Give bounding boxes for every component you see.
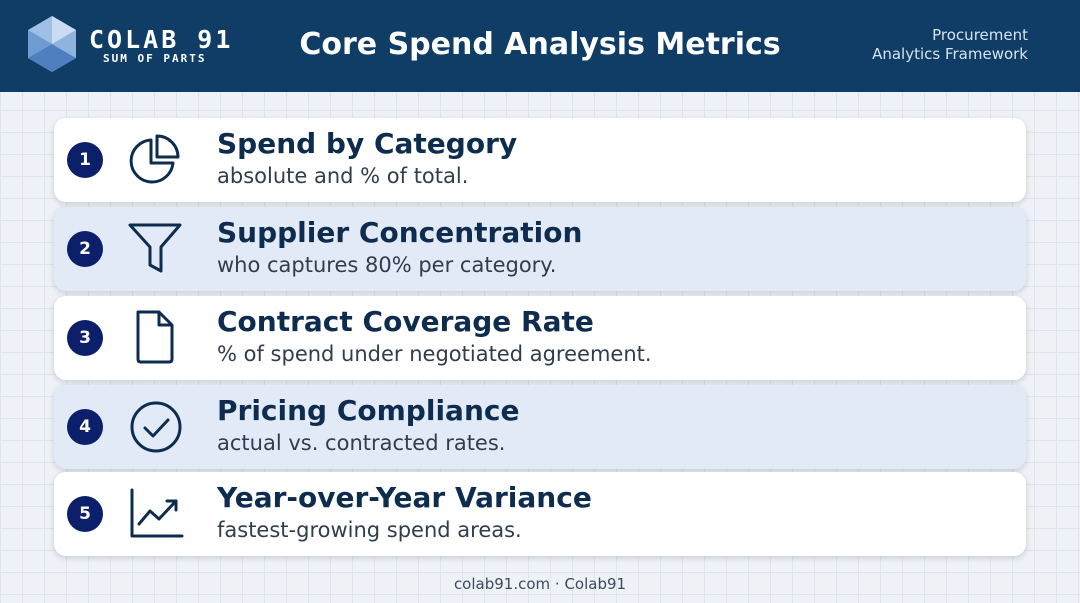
metric-card-4: 4 Pricing Compliance actual vs. contract… <box>54 385 1026 469</box>
metric-number-badge: 5 <box>67 496 103 532</box>
metric-card-2: 2 Supplier Concentration who captures 80… <box>54 207 1026 291</box>
metric-number-badge: 1 <box>67 142 103 178</box>
colab91-logo-icon <box>28 16 76 72</box>
footer-text: colab91.com · Colab91 <box>453 575 627 593</box>
brand-name: COLAB 91 <box>89 25 234 54</box>
check-circle-icon <box>130 401 182 453</box>
document-icon <box>136 310 174 364</box>
header-note-line2: Analytics Framework <box>872 45 1028 63</box>
header-bar: COLAB 91 SUM OF PARTS Core Spend Analysi… <box>0 0 1080 92</box>
metric-card-1: 1 Spend by Category absolute and % of to… <box>54 118 1026 202</box>
metric-card-5: 5 Year-over-Year Variance fastest-growin… <box>54 472 1026 556</box>
brand-tagline: SUM OF PARTS <box>103 52 207 65</box>
metric-number-badge: 4 <box>67 409 103 445</box>
header-note: Procurement Analytics Framework <box>872 26 1028 64</box>
trend-chart-icon <box>130 488 184 538</box>
metric-title: Contract Coverage Rate <box>217 305 594 338</box>
page-title: Core Spend Analysis Metrics <box>299 27 781 62</box>
metric-description: actual vs. contracted rates. <box>217 431 506 455</box>
metric-number-badge: 2 <box>67 231 103 267</box>
metric-card-3: 3 Contract Coverage Rate % of spend unde… <box>54 296 1026 380</box>
metric-description: % of spend under negotiated agreement. <box>217 342 652 366</box>
metric-number-badge: 3 <box>67 320 103 356</box>
pie-chart-icon <box>129 134 180 184</box>
header-note-line1: Procurement <box>932 26 1028 44</box>
funnel-icon <box>128 223 182 273</box>
metric-title: Year-over-Year Variance <box>217 481 592 514</box>
metric-title: Pricing Compliance <box>217 394 520 427</box>
metric-description: who captures 80% per category. <box>217 253 557 277</box>
metric-description: fastest-growing spend areas. <box>217 518 522 542</box>
metric-description: absolute and % of total. <box>217 164 469 188</box>
metric-title: Spend by Category <box>217 127 518 160</box>
metric-title: Supplier Concentration <box>217 216 583 249</box>
